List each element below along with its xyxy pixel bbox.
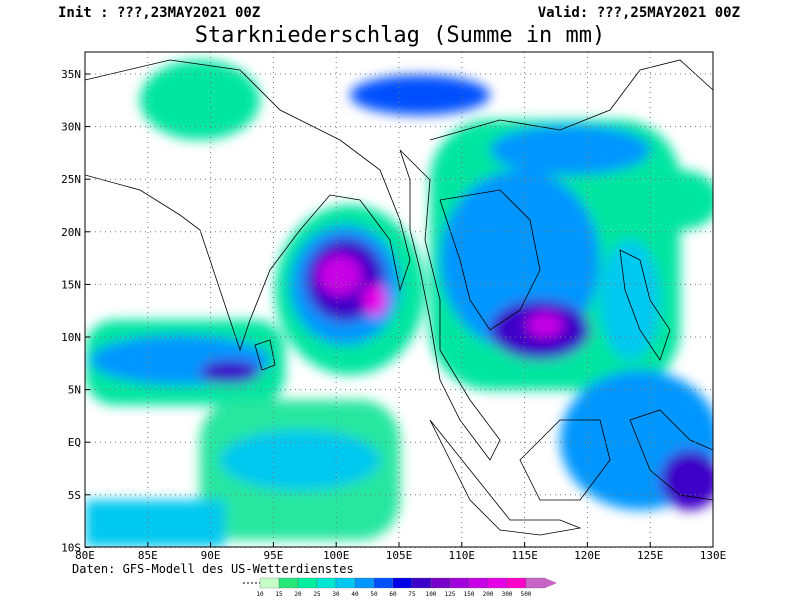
lon-label: 125E [637,549,664,562]
lat-label: 25N [61,173,81,186]
colorbar-swatch [297,577,318,589]
map-title: Starkniederschlag (Summe in mm) [195,23,606,48]
colorbar-swatch [373,577,394,589]
lat-label: 5N [68,384,81,397]
lon-label: 100E [323,549,350,562]
lat-label: 10N [61,331,81,344]
lat-label: 5S [68,489,81,502]
colorbar-swatch [430,577,451,589]
colorbar-label: 60 [389,591,397,598]
colorbar-label: 125 [445,591,456,598]
colorbar-swatch [392,577,413,589]
lat-label: 10S [61,541,81,554]
colorbar-swatch [278,577,299,589]
colorbar-swatch [525,577,546,589]
lat-label: 30N [61,121,81,134]
colorbar-swatch [506,577,527,589]
colorbar-label: 40 [351,591,359,598]
colorbar-swatch [468,577,489,589]
lon-label: 85E [138,549,158,562]
colorbar-swatch [411,577,432,589]
colorbar-label: 30 [332,591,340,598]
colorbar-label: 15 [275,591,283,598]
precip-field [85,59,713,547]
colorbar-swatch [449,577,470,589]
lon-label: 105E [386,549,413,562]
colorbar-label: 100 [426,591,437,598]
lon-label: 130E [700,549,727,562]
colorbar-swatch [259,577,280,589]
lat-label: 20N [61,226,81,239]
colorbar-label: 25 [313,591,321,598]
colorbar-label: 75 [408,591,416,598]
data-source: Daten: GFS-Modell des US-Wetterdienstes [72,562,354,576]
lat-label: EQ [68,436,81,449]
colorbar-tip [545,578,557,588]
lat-label: 15N [61,278,81,291]
lon-label: 110E [449,549,476,562]
colorbar-label: 150 [464,591,475,598]
colorbar-swatch [316,577,337,589]
valid-time: Valid: ???,25MAY2021 00Z [538,5,740,21]
lon-label: 95E [263,549,283,562]
colorbar-swatch [335,577,356,589]
lon-label: 120E [574,549,601,562]
colorbar-swatch [354,577,375,589]
colorbar-swatch [487,577,508,589]
init-time: Init : ???,23MAY2021 00Z [58,5,260,21]
lon-label: 115E [511,549,538,562]
colorbar-label: 50 [370,591,378,598]
lon-label: 80E [75,549,95,562]
colorbar-label: 300 [502,591,513,598]
colorbar-label: 10 [256,591,264,598]
map-frame [84,51,714,548]
colorbar-label: 20 [294,591,302,598]
lat-label: 35N [61,68,81,81]
lon-label: 90E [201,549,221,562]
colorbar-label: 200 [483,591,494,598]
colorbar-label: 500 [521,591,532,598]
